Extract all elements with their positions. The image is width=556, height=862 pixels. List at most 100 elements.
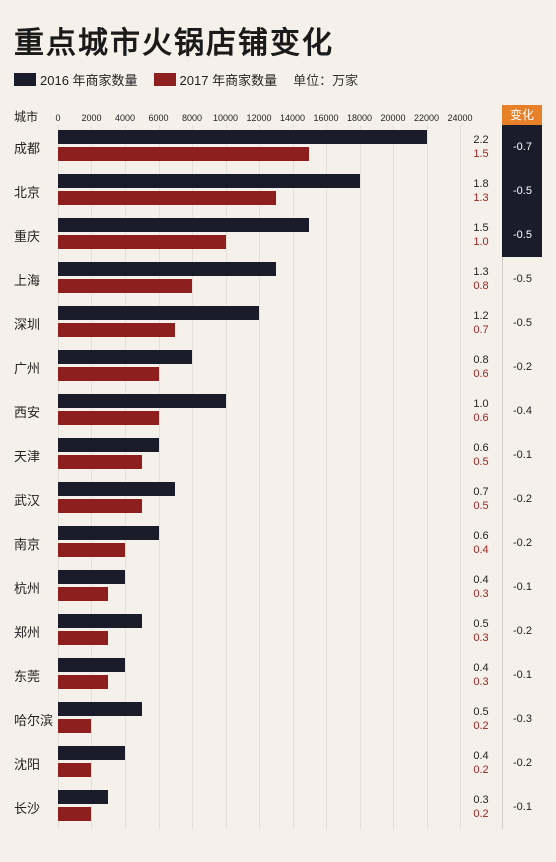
bar-2016 — [58, 350, 192, 364]
value-2017: 0.8 — [473, 279, 488, 293]
x-tick: 24000 — [447, 113, 472, 123]
x-tick: 20000 — [380, 113, 405, 123]
value-2017: 0.6 — [473, 411, 488, 425]
chart-row: 深圳 1.20.7-0.5 — [14, 301, 542, 345]
value-2016: 2.2 — [473, 133, 488, 147]
x-tick: 10000 — [213, 113, 238, 123]
value-column: 0.60.5 — [460, 433, 502, 477]
bar-2016 — [58, 218, 309, 232]
bar-2017 — [58, 631, 108, 645]
legend: 2016 年商家数量 2017 年商家数量 单位：万家 — [14, 70, 542, 89]
x-tick: 18000 — [347, 113, 372, 123]
chart-row: 重庆 1.51.0-0.5 — [14, 213, 542, 257]
axis-header: 城市 0200040006000800010000120001400016000… — [14, 103, 542, 125]
value-column: 1.51.0 — [460, 213, 502, 257]
value-2016: 0.4 — [473, 749, 488, 763]
bar-2016 — [58, 438, 159, 452]
city-column-header: 城市 — [14, 108, 58, 125]
change-value: -0.5 — [502, 301, 542, 345]
value-2017: 0.3 — [473, 675, 488, 689]
value-2017: 0.2 — [473, 763, 488, 777]
chart-row: 南京0.60.4-0.2 — [14, 521, 542, 565]
city-label: 武汉 — [14, 477, 58, 521]
x-tick: 22000 — [414, 113, 439, 123]
bar-2017 — [58, 411, 159, 425]
value-2016: 1.8 — [473, 177, 488, 191]
value-2017: 0.3 — [473, 631, 488, 645]
change-value: -0.1 — [502, 653, 542, 697]
bar-2017 — [58, 323, 175, 337]
bar-area — [58, 433, 460, 477]
bar-2016 — [58, 262, 276, 276]
chart-row: 郑州0.50.3-0.2 — [14, 609, 542, 653]
change-value: -0.2 — [502, 521, 542, 565]
value-column: 1.81.3 — [460, 169, 502, 213]
chart-row: 上海1.30.8-0.5 — [14, 257, 542, 301]
value-2016: 0.7 — [473, 485, 488, 499]
city-label: 沈阳 — [14, 741, 58, 785]
city-label: 深圳 — [14, 301, 58, 345]
value-2016: 0.5 — [473, 705, 488, 719]
value-column: 0.50.2 — [460, 697, 502, 741]
bar-area — [58, 477, 460, 521]
value-2016: 1.5 — [473, 221, 488, 235]
chart-title: 重点城市火锅店铺变化 — [14, 18, 542, 62]
change-value: -0.5 — [502, 213, 542, 257]
bar-2017 — [58, 455, 142, 469]
value-2017: 1.5 — [473, 147, 488, 161]
chart-row: 西安1.00.6-0.4 — [14, 389, 542, 433]
change-value: -0.1 — [502, 565, 542, 609]
chart-row: 成都2.21.5-0.7 — [14, 125, 542, 169]
change-value: -0.5 — [502, 169, 542, 213]
bar-area — [58, 301, 460, 345]
bar-area — [58, 213, 460, 257]
chart-row: 北京1.81.3-0.5 — [14, 169, 542, 213]
value-column: 0.40.2 — [460, 741, 502, 785]
x-tick: 14000 — [280, 113, 305, 123]
x-tick: 8000 — [182, 113, 202, 123]
bar-2017 — [58, 499, 142, 513]
value-2017: 0.5 — [473, 455, 488, 469]
chart-row: 长沙0.30.2-0.1 — [14, 785, 542, 829]
value-column: 0.30.2 — [460, 785, 502, 829]
value-column: 0.40.3 — [460, 653, 502, 697]
bar-2017 — [58, 719, 91, 733]
bar-area — [58, 609, 460, 653]
bar-area — [58, 521, 460, 565]
change-value: -0.3 — [502, 697, 542, 741]
bar-2016 — [58, 526, 159, 540]
x-tick: 2000 — [81, 113, 101, 123]
city-label: 哈尔滨 — [14, 697, 58, 741]
value-2017: 0.3 — [473, 587, 488, 601]
legend-label-2016: 2016 年商家数量 — [40, 70, 138, 89]
x-tick: 0 — [55, 113, 60, 123]
value-column: 1.20.7 — [460, 301, 502, 345]
bar-area — [58, 257, 460, 301]
chart-row: 杭州0.40.3-0.1 — [14, 565, 542, 609]
change-value: -0.2 — [502, 741, 542, 785]
city-label: 重庆 — [14, 213, 58, 257]
bar-2016 — [58, 746, 125, 760]
bar-area — [58, 169, 460, 213]
bar-area — [58, 653, 460, 697]
bar-2016 — [58, 614, 142, 628]
bar-2016 — [58, 306, 259, 320]
bar-2017 — [58, 543, 125, 557]
city-label: 长沙 — [14, 785, 58, 829]
value-2016: 0.6 — [473, 441, 488, 455]
bar-2017 — [58, 587, 108, 601]
chart-row: 广州0.80.6-0.2 — [14, 345, 542, 389]
x-tick: 6000 — [148, 113, 168, 123]
value-2016: 0.5 — [473, 617, 488, 631]
chart-row: 天津0.60.5-0.1 — [14, 433, 542, 477]
x-tick: 4000 — [115, 113, 135, 123]
bar-2017 — [58, 675, 108, 689]
bar-2016 — [58, 702, 142, 716]
city-label: 郑州 — [14, 609, 58, 653]
city-label: 上海 — [14, 257, 58, 301]
value-2016: 0.4 — [473, 661, 488, 675]
bar-2016 — [58, 130, 427, 144]
chart-row: 哈尔滨 0.50.2-0.3 — [14, 697, 542, 741]
city-label: 南京 — [14, 521, 58, 565]
bar-area — [58, 697, 460, 741]
